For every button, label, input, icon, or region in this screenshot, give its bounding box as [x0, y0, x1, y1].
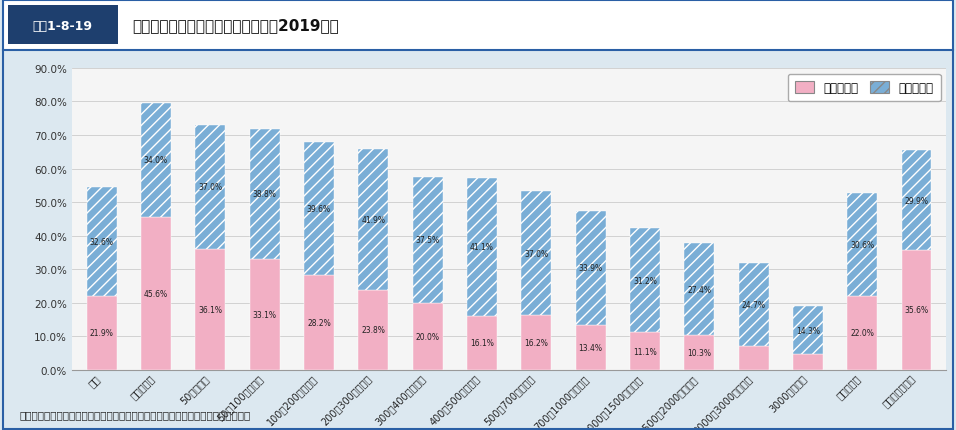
Bar: [250, 259, 279, 370]
Text: 41.1%: 41.1%: [470, 243, 494, 252]
Text: 22.0%: 22.0%: [850, 329, 874, 338]
Bar: [413, 178, 443, 303]
Bar: [358, 290, 388, 370]
Bar: [902, 251, 931, 370]
Text: 31.2%: 31.2%: [633, 276, 657, 285]
Bar: [576, 212, 605, 325]
Bar: [87, 297, 117, 370]
Text: 36.1%: 36.1%: [198, 305, 222, 314]
Bar: [250, 129, 279, 259]
Text: 27.4%: 27.4%: [687, 285, 711, 294]
Bar: [793, 354, 823, 370]
Text: 32.6%: 32.6%: [90, 237, 114, 246]
Text: 10.3%: 10.3%: [687, 348, 711, 357]
Bar: [467, 178, 497, 316]
Bar: [902, 151, 931, 251]
Bar: [630, 228, 660, 333]
Bar: [304, 143, 334, 276]
Text: 37.0%: 37.0%: [198, 183, 223, 192]
Text: 13.4%: 13.4%: [578, 343, 602, 352]
Bar: [87, 187, 117, 297]
Text: 37.0%: 37.0%: [524, 249, 549, 258]
Bar: [630, 333, 660, 370]
Bar: [684, 244, 714, 335]
Bar: [304, 276, 334, 370]
Text: 37.5%: 37.5%: [416, 236, 440, 245]
Bar: [793, 307, 823, 354]
Text: 資料：厚生労働省政策統括官付参事官付世帯統計室「令和元年国民生活基礎調査」: 資料：厚生労働省政策統括官付参事官付世帯統計室「令和元年国民生活基礎調査」: [19, 409, 250, 419]
Text: 16.2%: 16.2%: [524, 338, 548, 347]
Text: 図表1-8-19: 図表1-8-19: [33, 19, 93, 33]
Text: 23.8%: 23.8%: [361, 326, 385, 335]
Text: 24.7%: 24.7%: [742, 301, 766, 310]
Bar: [195, 249, 226, 370]
Bar: [847, 194, 878, 296]
Text: 貯蓄の有無・額別にみた生活意識（2019年）: 貯蓄の有無・額別にみた生活意識（2019年）: [132, 18, 338, 34]
Bar: [141, 217, 171, 370]
Bar: [195, 125, 226, 249]
Text: 34.0%: 34.0%: [143, 156, 168, 165]
Bar: [413, 303, 443, 370]
Legend: 大変苦しい, やや苦しい: 大変苦しい, やや苦しい: [788, 75, 941, 102]
Text: 30.6%: 30.6%: [850, 240, 875, 249]
Text: 41.9%: 41.9%: [361, 216, 385, 224]
Bar: [467, 316, 497, 370]
Text: 20.0%: 20.0%: [416, 332, 440, 341]
Text: 38.8%: 38.8%: [252, 190, 276, 199]
Bar: [358, 150, 388, 290]
Bar: [739, 264, 769, 347]
Text: 28.2%: 28.2%: [307, 318, 331, 327]
Bar: [739, 347, 769, 370]
Text: 21.9%: 21.9%: [90, 329, 114, 338]
Bar: [684, 335, 714, 370]
Text: 14.3%: 14.3%: [796, 326, 820, 335]
Text: 39.6%: 39.6%: [307, 205, 331, 214]
Bar: [576, 325, 605, 370]
Bar: [521, 316, 552, 370]
Text: 45.6%: 45.6%: [143, 289, 168, 298]
Bar: [141, 104, 171, 217]
Text: 35.6%: 35.6%: [904, 306, 928, 315]
Text: 33.9%: 33.9%: [578, 264, 602, 273]
Text: 29.9%: 29.9%: [904, 196, 928, 205]
Bar: [521, 192, 552, 316]
Text: 11.1%: 11.1%: [633, 347, 657, 356]
Text: 16.1%: 16.1%: [470, 338, 494, 347]
Text: 33.1%: 33.1%: [252, 310, 276, 319]
Bar: [847, 296, 878, 370]
